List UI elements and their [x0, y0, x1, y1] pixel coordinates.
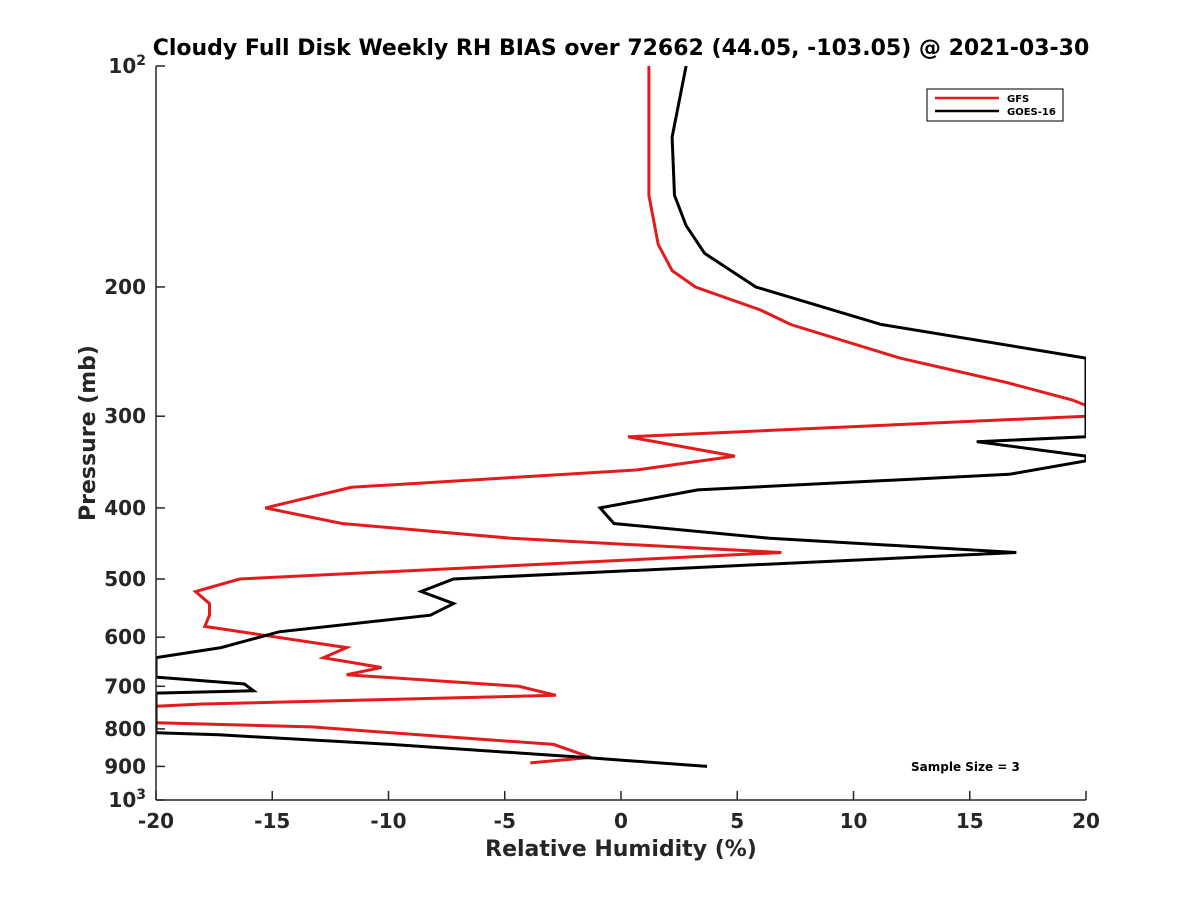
x-tick-label: 10: [840, 809, 868, 833]
legend-label: GOES-16: [1007, 107, 1056, 118]
series-line-goes-16: [156, 66, 1086, 768]
y-tick-label: 300: [104, 404, 146, 428]
y-tick-label: 600: [104, 625, 146, 649]
x-tick-label: 5: [730, 809, 744, 833]
y-axis-label: Pressure (mb): [76, 345, 101, 521]
legend-label: GFS: [1007, 94, 1029, 105]
legend-box: [926, 88, 1064, 122]
sample-size-annotation: Sample Size = 3: [911, 760, 1020, 774]
x-tick-label: -20: [138, 809, 174, 833]
y-tick-label: 102: [108, 53, 146, 78]
chart-title: Cloudy Full Disk Weekly RH BIAS over 726…: [153, 36, 1090, 61]
x-tick-label: -5: [494, 809, 516, 833]
x-tick-label: 0: [614, 809, 628, 833]
y-tick-label: 700: [104, 674, 146, 698]
series-line-gfs: [156, 66, 1086, 765]
y-tick-label: 500: [104, 567, 146, 591]
legend: GFS GOES-16: [926, 88, 1064, 122]
y-tick-label: 400: [104, 496, 146, 520]
x-tick-label: 15: [956, 809, 984, 833]
x-tick-label: -15: [254, 809, 290, 833]
x-tick-label: -10: [370, 809, 406, 833]
y-tick-label: 200: [104, 275, 146, 299]
x-axis-label: Relative Humidity (%): [485, 837, 757, 862]
x-tick-label: 20: [1072, 809, 1100, 833]
y-tick-label: 900: [104, 754, 146, 778]
y-tick-label: 103: [108, 787, 146, 812]
y-tick-label: 800: [104, 717, 146, 741]
